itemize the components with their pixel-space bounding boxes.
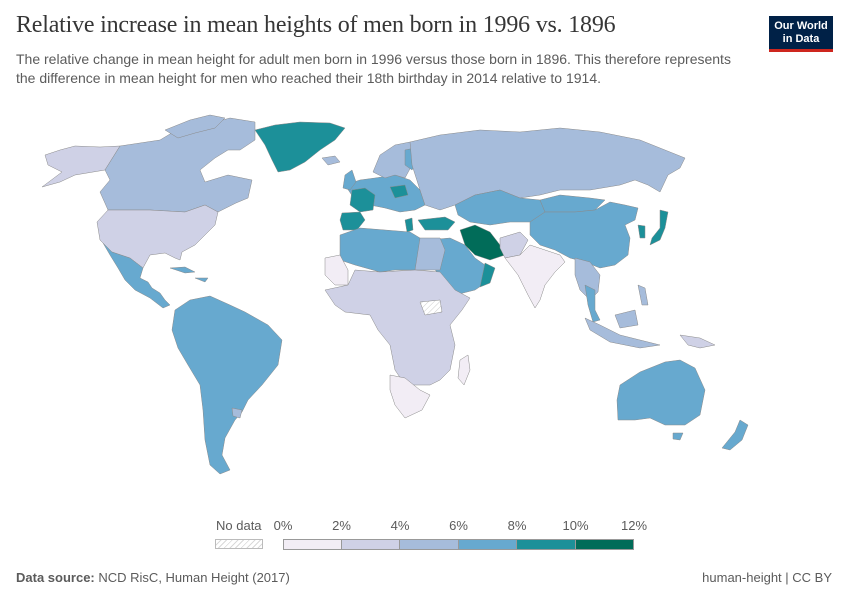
region-korea[interactable] [637,224,646,239]
legend-bin-2-4[interactable] [341,539,400,550]
region-greenland[interactable] [254,121,346,173]
region-south-america[interactable] [171,295,283,475]
legend-tick: 8% [507,518,527,533]
region-south-sudan[interactable] [419,299,443,316]
region-japan[interactable] [649,209,669,246]
region-thailand-malaysia[interactable] [584,284,601,323]
owid-logo[interactable]: Our World in Data [769,16,833,52]
data-source-label: Data source: [16,570,95,585]
no-data-swatch[interactable] [215,539,263,549]
region-greece[interactable] [404,217,414,233]
legend-tick: 2% [332,518,351,533]
legend-tick: 10% [562,518,589,533]
region-alaska[interactable] [41,145,121,188]
region-egypt[interactable] [414,237,446,271]
region-oman[interactable] [479,262,496,288]
legend-bin-4-6[interactable] [400,539,459,550]
region-southern-africa[interactable] [389,374,431,419]
legend-tick: 6% [449,518,468,533]
region-canada-islands[interactable] [164,114,226,139]
region-uruguay[interactable] [231,407,243,419]
region-philippines[interactable] [637,284,649,306]
no-data-label: No data [216,518,262,533]
region-caribbean[interactable] [169,266,209,283]
region-india[interactable] [504,244,566,309]
region-mexico[interactable] [102,242,171,309]
region-australia[interactable] [616,359,706,426]
region-china[interactable] [529,201,639,269]
legend-bin-10-12[interactable] [575,539,634,550]
legend-bin-0-2[interactable] [283,539,342,550]
license-text[interactable]: human-height | CC BY [702,570,832,585]
world-map [41,114,749,475]
legend-bin-8-10[interactable] [517,539,576,550]
data-source-link[interactable]: NCD RisC, Human Height (2017) [98,570,290,585]
region-russia[interactable] [409,127,686,211]
logo-line-2: in Data [782,33,820,45]
region-turkey[interactable] [417,216,456,231]
data-source: Data source: NCD RisC, Human Height (201… [16,570,290,585]
region-mongolia[interactable] [539,194,606,213]
region-uk[interactable] [342,169,357,191]
region-madagascar[interactable] [457,354,471,386]
legend-tick: 4% [390,518,410,533]
region-new-zealand[interactable] [721,419,749,451]
region-indonesia[interactable] [584,309,661,349]
region-iberia[interactable] [339,211,366,231]
region-north-africa[interactable] [339,227,421,273]
legend-bins [283,539,634,550]
chart-subtitle: The relative change in mean height for a… [16,51,731,86]
legend-bin-6-8[interactable] [458,539,517,550]
color-legend: No data 0% 2% 4% 6% 8% 10% 12% [210,516,650,556]
legend-tick: 12% [620,518,648,533]
region-tasmania[interactable] [672,432,684,441]
region-iceland[interactable] [321,155,341,166]
logo-line-1: Our World [774,20,828,32]
region-france[interactable] [349,187,376,213]
chart-title: Relative increase in mean heights of men… [16,12,616,38]
region-sub-saharan-africa[interactable] [324,269,471,386]
legend-tick: 0% [273,518,293,533]
region-poland[interactable] [389,184,409,199]
region-papua-new-guinea[interactable] [679,334,716,349]
